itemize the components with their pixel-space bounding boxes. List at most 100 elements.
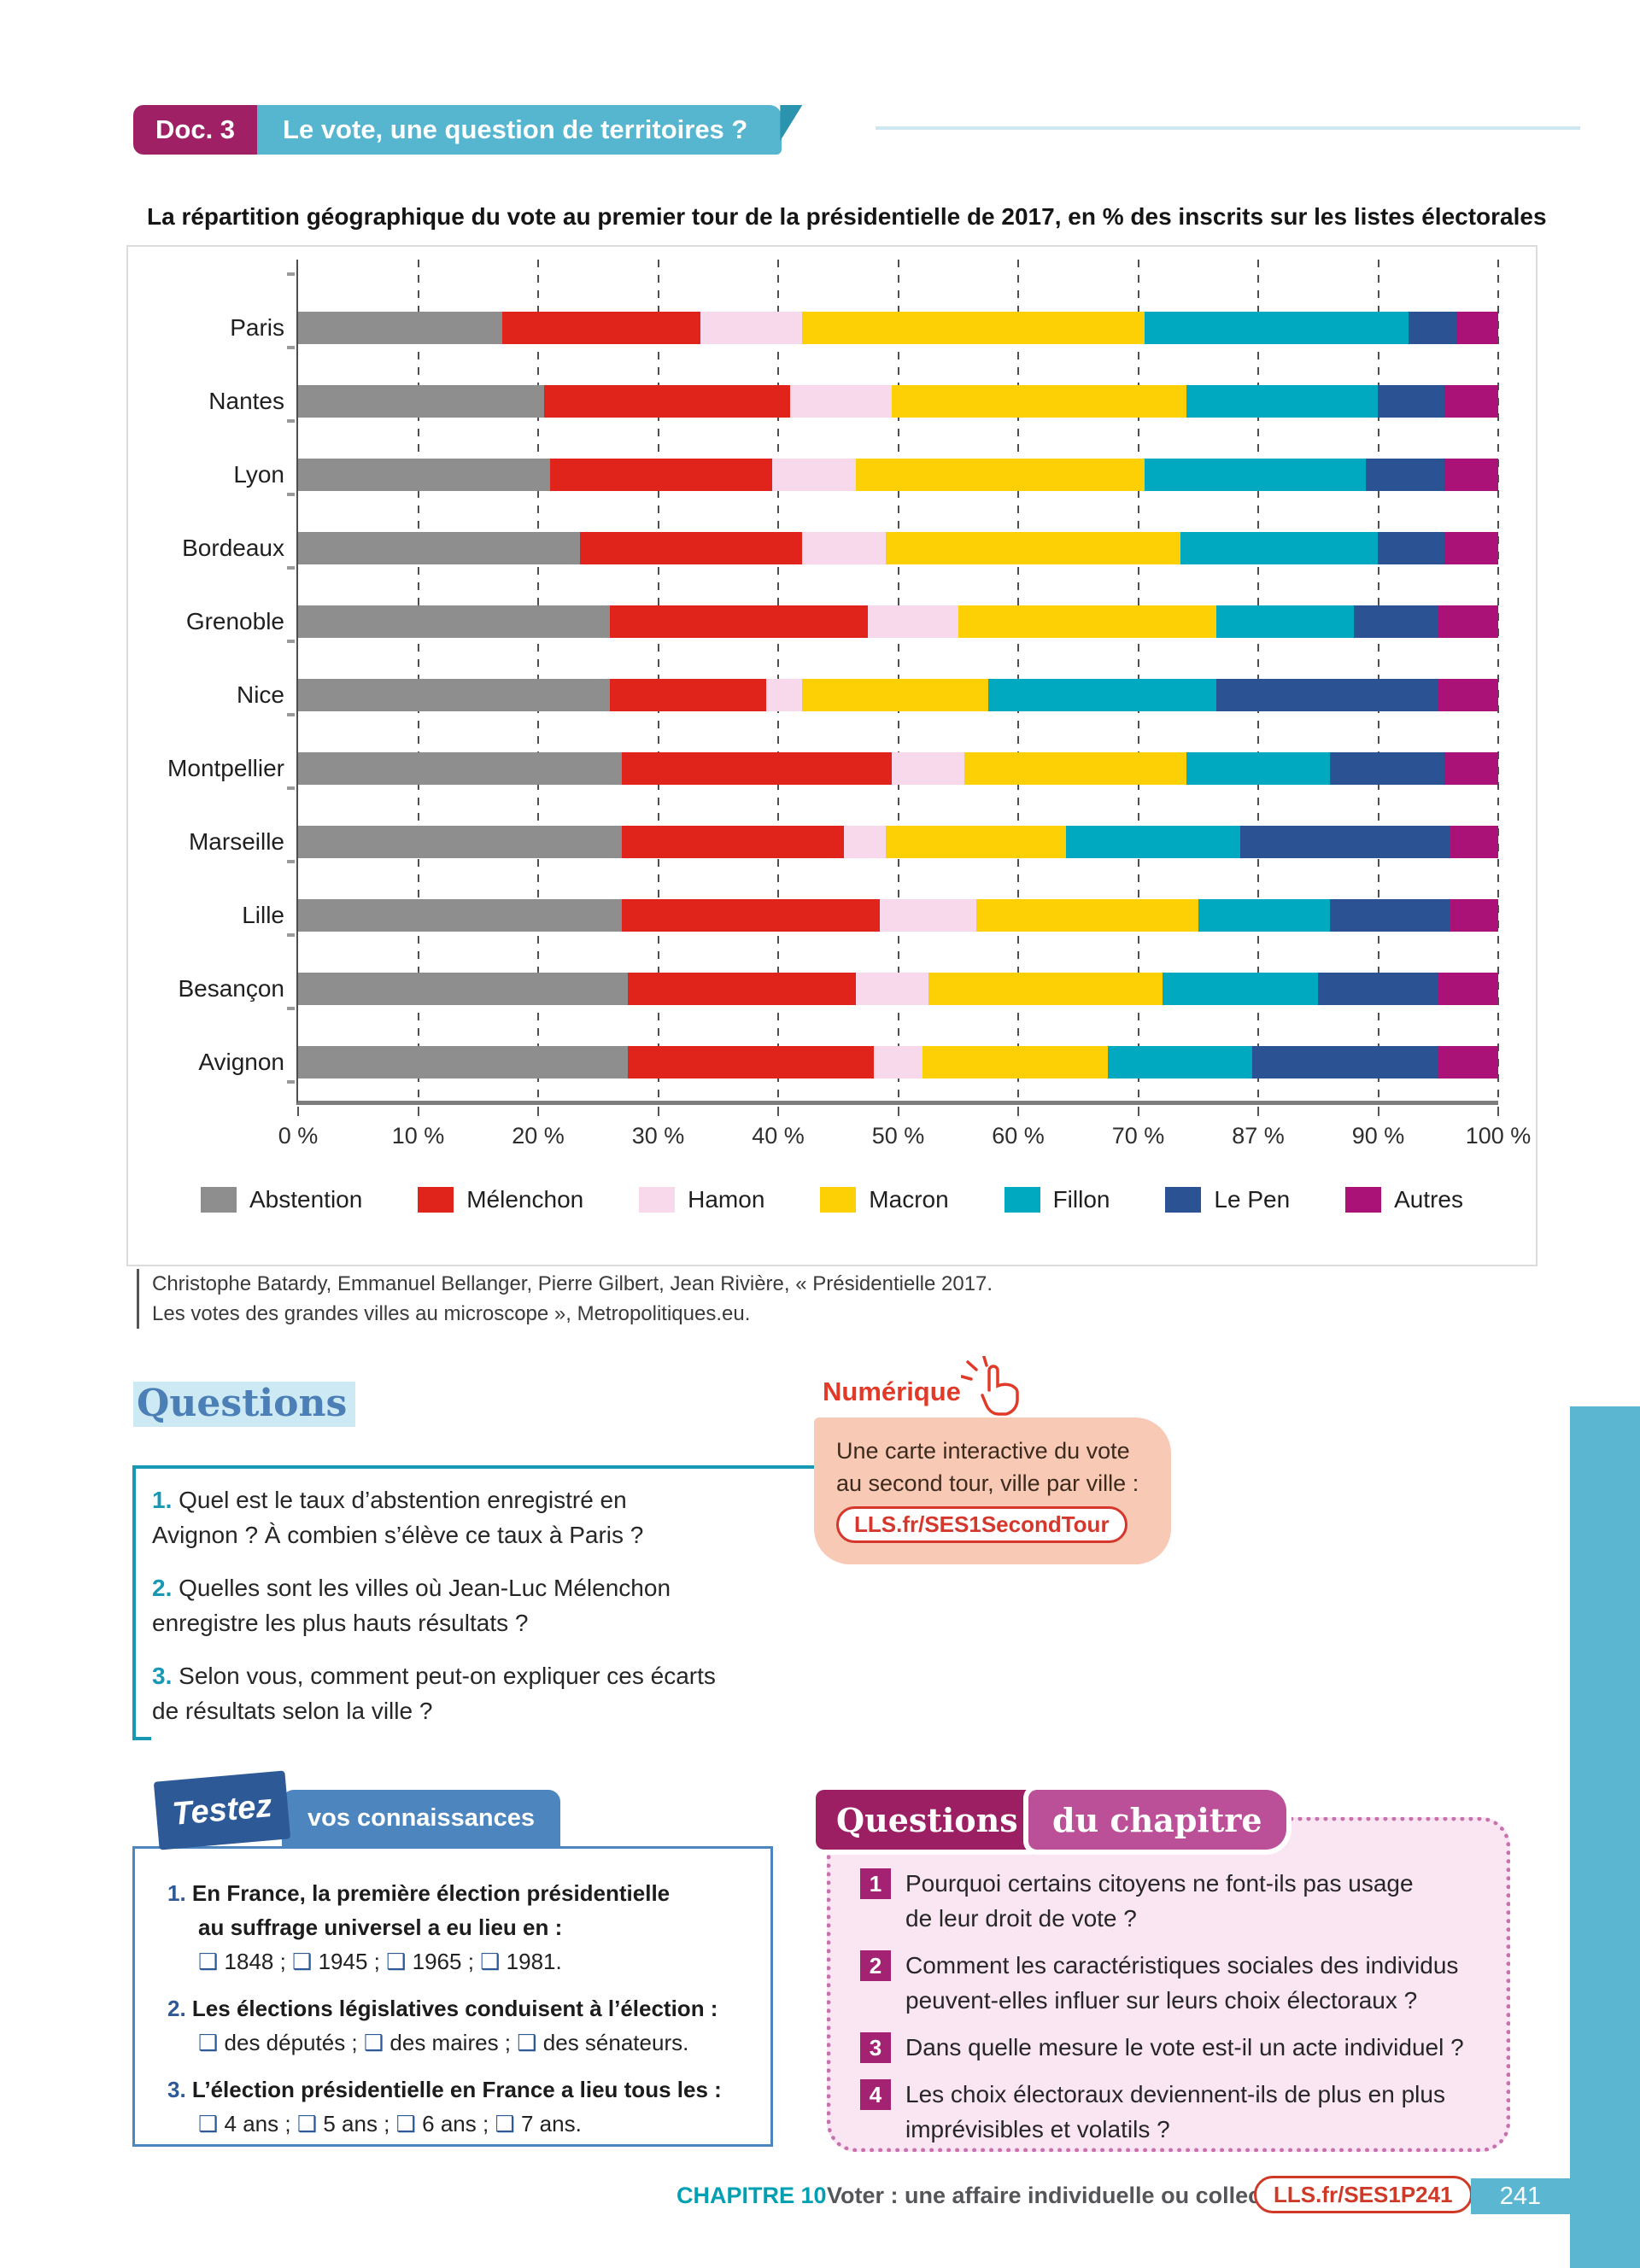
axis-tick — [287, 860, 295, 863]
question-number: 3. — [152, 1663, 179, 1689]
chapter-question-item: 3 Dans quelle mesure le vote est-il un ac… — [860, 2030, 1484, 2065]
axis-tick-label: 0 % — [278, 1123, 319, 1149]
category-label: Besançon — [178, 975, 284, 1002]
source-text: Christophe Batardy, Emmanuel Bellanger, … — [152, 1269, 993, 1329]
bar-segment-hamon — [700, 312, 803, 344]
bar-row — [298, 899, 1498, 932]
questions-border-hook — [132, 1737, 151, 1740]
quiz-statement-line: 2. Les élections législatives conduisent… — [167, 1996, 718, 2021]
chart-title: La répartition géographique du vote au p… — [147, 203, 1547, 230]
side-strip — [1570, 1406, 1640, 2268]
bar-row — [298, 679, 1498, 711]
checkbox-icon[interactable]: ❑ — [495, 2111, 515, 2136]
bar-segment-macron — [964, 752, 1186, 785]
axis-tick — [287, 493, 295, 496]
bar-segment-hamon — [802, 532, 887, 564]
questions-left-border — [132, 1469, 136, 1737]
legend: Abstention Mélenchon Hamon Macron Fillon Le P… — [201, 1186, 1463, 1213]
question-item: 3. Selon vous, comment peut-on expliquer… — [152, 1658, 750, 1728]
bar-row — [298, 532, 1498, 564]
quiz-item: 2. Les élections législatives conduisent… — [167, 1991, 745, 2060]
checkbox-icon[interactable]: ❑ — [363, 2030, 384, 2055]
category-label: Lyon — [233, 461, 284, 488]
questions-heading: Questions — [133, 1382, 356, 1427]
bar-segment-autres — [1438, 1046, 1498, 1078]
numerique-box: Une carte interactive du vote au second … — [814, 1418, 1171, 1564]
quiz-item: 3. L’élection présidentielle en France a… — [167, 2072, 745, 2141]
bar-segment-macron — [892, 385, 1186, 418]
bar-segment-abstention — [298, 973, 629, 1005]
legend-swatch — [418, 1187, 454, 1213]
bar-segment-macron — [886, 532, 1180, 564]
axis-tick-label: 87 % — [1232, 1123, 1285, 1149]
checkbox-icon[interactable]: ❑ — [198, 1949, 219, 1974]
question-item: 1. Quel est le taux d’abstention enregis… — [152, 1482, 750, 1552]
bar-segment-mélenchon — [628, 1046, 875, 1078]
axis-tick — [1377, 1107, 1379, 1116]
checkbox-icon[interactable]: ❑ — [292, 1949, 313, 1974]
checkbox-icon[interactable]: ❑ — [517, 2030, 537, 2055]
bar-segment-le-pen — [1318, 973, 1438, 1005]
bar-segment-macron — [922, 1046, 1109, 1078]
doc-number-badge: Doc. 3 — [133, 105, 258, 155]
axis-tick — [297, 1107, 299, 1116]
axis-tick — [287, 933, 295, 937]
axis-tick — [287, 1007, 295, 1010]
axis-tick — [777, 1107, 779, 1116]
gridline — [1497, 260, 1499, 1101]
category-label: Bordeaux — [182, 535, 284, 561]
question-number: 2. — [152, 1575, 179, 1601]
footer-chapter-label: CHAPITRE 10 — [676, 2183, 827, 2208]
numerique-text: Une carte interactive du vote — [836, 1438, 1130, 1464]
bar-row — [298, 385, 1498, 418]
numerique-link[interactable]: LLS.fr/SES1SecondTour — [836, 1506, 1128, 1543]
checkbox-icon[interactable]: ❑ — [386, 1949, 407, 1974]
bar-segment-hamon — [892, 752, 964, 785]
axis-tick — [537, 1107, 539, 1116]
quiz-item-number: 3. — [167, 2077, 192, 2102]
chapter-questions-box: 1 Pourquoi certains citoyens ne font-ils … — [827, 1817, 1510, 2152]
axis-tick-label: 20 % — [512, 1123, 565, 1149]
chapter-question-item: 4 Les choix électoraux deviennent-ils de … — [860, 2077, 1484, 2147]
chapter-question-number: 4 — [860, 2079, 891, 2110]
checkbox-icon[interactable]: ❑ — [198, 2030, 219, 2055]
category-label: Marseille — [188, 828, 284, 855]
checkbox-icon[interactable]: ❑ — [395, 2111, 416, 2136]
axis-tick — [1497, 1107, 1499, 1116]
bar-segment-fillon — [1186, 385, 1379, 418]
chapter-question-number: 3 — [860, 2032, 891, 2063]
plot-area: 0 % 10 % 20 % 30 % 40 % 50 % 60 % 70 % 87 % 90 % 1… — [167, 260, 1531, 1149]
bar-segment-le-pen — [1354, 605, 1438, 638]
chapter-question-item: 1 Pourquoi certains citoyens ne font-ils … — [860, 1866, 1484, 1936]
axis-tick-label: 10 % — [391, 1123, 445, 1149]
quiz-options: ❑ des députés ; ❑ des maires ; ❑ des sén… — [198, 2030, 689, 2055]
chapter-question-number: 2 — [860, 1950, 891, 1981]
bar-segment-le-pen — [1366, 459, 1444, 491]
checkbox-icon[interactable]: ❑ — [198, 2111, 219, 2136]
chapter-question-line: peuvent-elles influer sur leurs choix él… — [905, 1987, 1418, 2014]
bar-segment-hamon — [765, 679, 803, 711]
checkbox-icon[interactable]: ❑ — [480, 1949, 501, 1974]
bar-segment-mélenchon — [628, 973, 857, 1005]
chapter-question-text: Dans quelle mesure le vote est-il un act… — [905, 2030, 1464, 2065]
quiz-statement-line: 3. L’élection présidentielle en France a… — [167, 2077, 722, 2102]
bar-segment-fillon — [1108, 1046, 1252, 1078]
chapter-question-item: 2 Comment les caractéristiques sociales d… — [860, 1948, 1484, 2018]
legend-label: Le Pen — [1214, 1186, 1291, 1213]
quiz-box: 1. En France, la première élection prési… — [132, 1846, 773, 2147]
legend-item: Fillon — [1004, 1186, 1110, 1213]
numerique-heading: Numérique — [823, 1377, 961, 1406]
bar-segment-hamon — [880, 899, 976, 932]
legend-swatch — [820, 1187, 857, 1213]
checkbox-icon[interactable]: ❑ — [296, 2111, 318, 2136]
footer-link[interactable]: LLS.fr/SES1P241 — [1254, 2176, 1473, 2213]
bar-segment-abstention — [298, 385, 545, 418]
quiz-options: ❑ 1848 ; ❑ 1945 ; ❑ 1965 ; ❑ 1981. — [198, 1949, 562, 1974]
bar-segment-macron — [856, 459, 1145, 491]
bar-segment-fillon — [1066, 826, 1240, 858]
axis-tick — [1137, 1107, 1139, 1116]
quiz-item-number: 2. — [167, 1996, 192, 2021]
header-rule — [876, 126, 1580, 130]
chapter-question-text: Comment les caractéristiques sociales de… — [905, 1948, 1458, 2018]
question-line: Avignon ? À combien s’élève ce taux à Pa… — [152, 1522, 644, 1548]
